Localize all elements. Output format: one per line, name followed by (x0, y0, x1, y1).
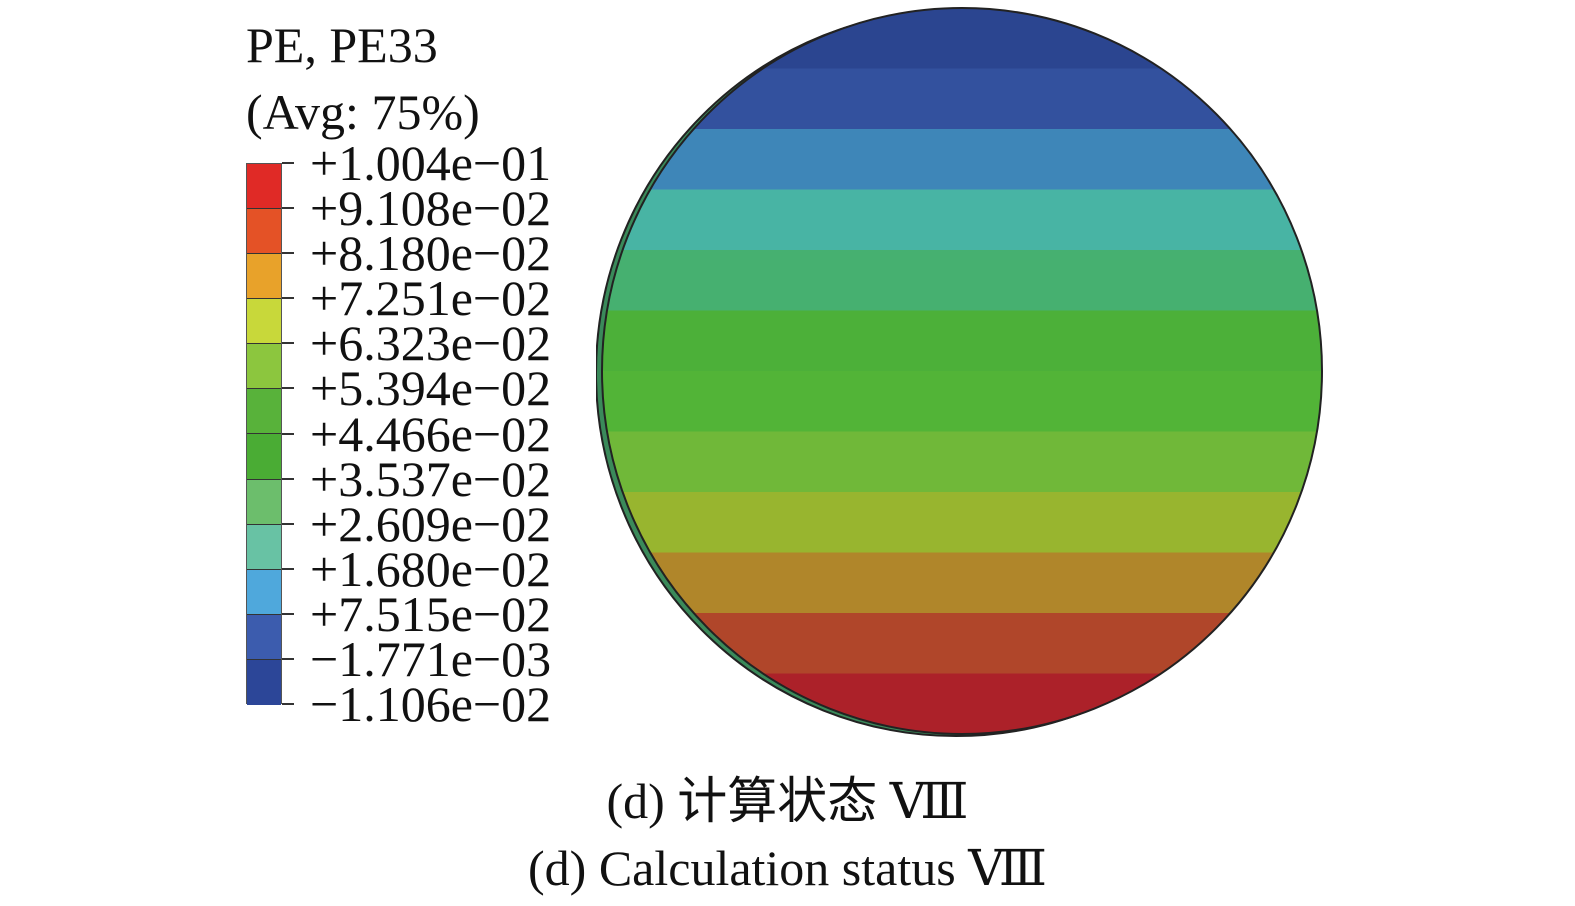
color-scale-band (247, 344, 281, 390)
color-scale-label: +1.004e−01 (310, 135, 552, 191)
color-scale-label: +5.394e−02 (310, 360, 552, 417)
color-scale-tick (282, 342, 294, 345)
color-scale-ticks (282, 162, 296, 705)
color-scale-tick (282, 252, 294, 255)
color-scale-band (247, 659, 281, 705)
color-scale-label: +7.515e−02 (310, 585, 552, 642)
color-scale-tick (282, 612, 294, 615)
color-scale-label: +1.680e−02 (310, 540, 552, 597)
color-scale-tick (282, 432, 294, 435)
color-scale-label: +3.537e−02 (310, 450, 552, 507)
disk-contour-band (602, 68, 1322, 130)
color-scale-label: −1.106e−02 (310, 676, 552, 732)
color-scale-tick (282, 207, 294, 210)
color-scale-tick (282, 477, 294, 480)
color-scale-tick (282, 297, 294, 300)
color-scale-label: +2.609e−02 (310, 495, 552, 552)
disk-contour-band (602, 310, 1322, 372)
legend-title: PE, PE33 (246, 17, 438, 73)
color-scale-bar (246, 163, 282, 705)
disk-contour-band (602, 250, 1322, 312)
disk-contour-band (602, 431, 1322, 493)
color-scale-band (247, 524, 281, 570)
color-scale-label: +7.251e−02 (310, 270, 552, 327)
color-scale-tick (282, 162, 294, 164)
disk-contour-band (602, 371, 1322, 433)
disk-contour-band (602, 673, 1322, 734)
legend-subtitle: (Avg: 75%) (246, 84, 480, 140)
color-scale-band (247, 434, 281, 480)
caption-chinese: (d) 计算状态 Ⅷ (606, 773, 969, 829)
color-scale-band (247, 569, 281, 615)
disk-contour-band (602, 8, 1322, 70)
color-scale-band (247, 209, 281, 255)
caption-english: (d) Calculation status Ⅷ (528, 840, 1047, 896)
strain-contour-disk (596, 7, 1323, 737)
color-scale-tick (282, 522, 294, 525)
color-scale-tick (282, 703, 294, 705)
color-scale-band (247, 614, 281, 660)
color-scale-band (247, 164, 281, 210)
color-scale-tick (282, 387, 294, 390)
color-scale-band (247, 389, 281, 435)
color-scale-label: +4.466e−02 (310, 405, 552, 462)
disk-contour-band (602, 492, 1322, 554)
disk-contour-band (602, 552, 1322, 614)
disk-outline (601, 7, 1323, 735)
disk-contour-band (602, 129, 1322, 191)
color-scale-label: +6.323e−02 (310, 315, 552, 372)
color-scale-band (247, 479, 281, 525)
color-scale-label: +9.108e−02 (310, 180, 552, 237)
color-scale-tick (282, 567, 294, 570)
disk-contour-band (602, 613, 1322, 675)
color-scale-band (247, 299, 281, 345)
color-scale-label: +8.180e−02 (310, 225, 552, 282)
disk-contour-band (602, 189, 1322, 251)
color-scale-label: −1.771e−03 (310, 630, 552, 687)
color-scale-tick (282, 657, 294, 660)
color-scale-band (247, 254, 281, 300)
